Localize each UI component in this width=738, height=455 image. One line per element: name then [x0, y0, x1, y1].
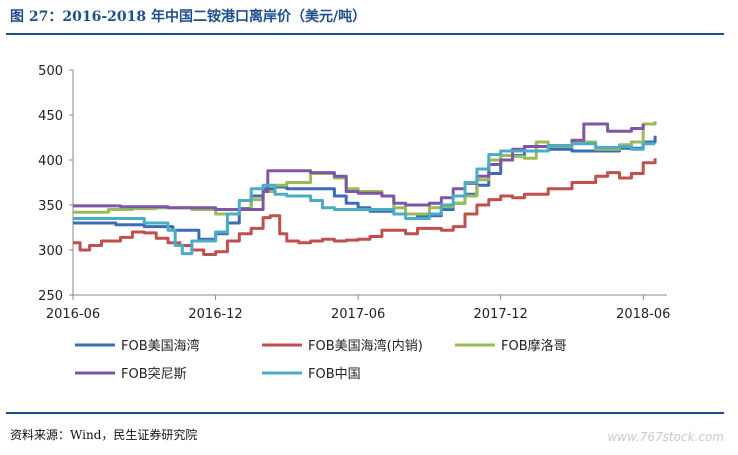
title-rule — [6, 33, 724, 35]
legend-label: FOB美国海湾 — [121, 338, 200, 354]
line-chart: 250 300 350 400 450 500 2016-06 2016-12 2017-06 2… — [38, 64, 670, 382]
legend-label: FOB突尼斯 — [121, 366, 187, 382]
legend-label: FOB摩洛哥 — [501, 338, 567, 354]
y-tick-label: 250 — [38, 289, 63, 304]
y-tick-label: 400 — [38, 154, 63, 169]
x-tick-label: 2017-06 — [331, 307, 385, 322]
legend-label: FOB美国海湾(内销) — [308, 338, 423, 354]
chart-axes: 250 300 350 400 450 500 2016-06 2016-12 2017-06 2… — [38, 64, 670, 322]
series-line-3 — [73, 121, 657, 216]
y-tick-label: 450 — [38, 109, 63, 124]
x-tick-label: 2016-06 — [46, 307, 100, 322]
x-tick-label: 2016-12 — [188, 307, 242, 322]
source-note: 资料来源：Wind，民生证券研究院 — [10, 428, 198, 442]
x-tick-label: 2017-12 — [474, 307, 528, 322]
y-tick-label: 500 — [38, 64, 63, 79]
series-line-2 — [73, 158, 657, 256]
footer-rule — [6, 412, 724, 414]
y-tick-label: 350 — [38, 199, 63, 214]
series-line-1 — [73, 135, 657, 241]
watermark: www.767stock.com — [607, 430, 724, 444]
series-layer — [73, 121, 657, 256]
legend-label: FOB中国 — [308, 367, 361, 382]
figure-title: 图 27：2016-2018 年中国二铵港口离岸价（美元/吨） — [10, 9, 367, 25]
series-line-5 — [73, 142, 656, 256]
chart-legend: FOB美国海湾 FOB美国海湾(内销) FOB摩洛哥 FOB突尼斯 FOB中国 — [75, 338, 567, 382]
x-tick-label: 2018-06 — [616, 307, 670, 322]
y-tick-label: 300 — [38, 244, 63, 259]
series-line-4 — [73, 122, 645, 211]
